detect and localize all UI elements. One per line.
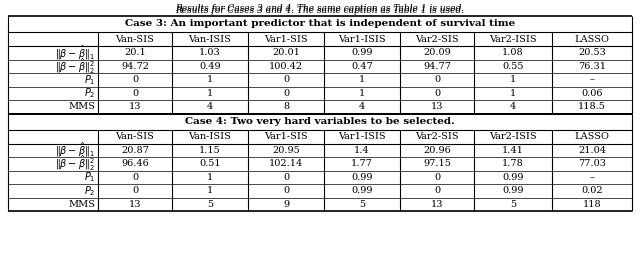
Text: Var1-SIS: Var1-SIS — [264, 34, 308, 44]
Text: Results for Cases 3 and 4. The same caption as Table 1 is used.: Results for Cases 3 and 4. The same capt… — [175, 4, 465, 13]
Text: 4: 4 — [207, 102, 213, 111]
Text: Var1-ISIS: Var1-ISIS — [338, 132, 386, 141]
Text: 1.77: 1.77 — [351, 159, 373, 168]
Text: 94.72: 94.72 — [121, 62, 149, 71]
Text: 1: 1 — [510, 75, 516, 84]
Text: 20.95: 20.95 — [272, 146, 300, 155]
Text: 97.15: 97.15 — [423, 159, 451, 168]
Text: 102.14: 102.14 — [269, 159, 303, 168]
Text: 1: 1 — [207, 186, 213, 195]
Text: 1: 1 — [207, 75, 213, 84]
Text: $P_1$: $P_1$ — [83, 170, 95, 184]
Text: 0: 0 — [283, 89, 289, 98]
Text: 20.09: 20.09 — [423, 48, 451, 57]
Text: 1: 1 — [359, 89, 365, 98]
Text: 5: 5 — [510, 200, 516, 209]
Text: Var2-ISIS: Var2-ISIS — [489, 34, 537, 44]
Text: Var1-SIS: Var1-SIS — [264, 132, 308, 141]
Text: 1: 1 — [207, 173, 213, 182]
Text: $\|\beta - \hat{\beta}\|_2^2$: $\|\beta - \hat{\beta}\|_2^2$ — [55, 57, 95, 76]
Text: $\|\beta - \hat{\beta}\|_1$: $\|\beta - \hat{\beta}\|_1$ — [55, 44, 95, 62]
Text: 5: 5 — [207, 200, 213, 209]
Text: 1.15: 1.15 — [199, 146, 221, 155]
Text: 20.1: 20.1 — [124, 48, 146, 57]
Text: 100.42: 100.42 — [269, 62, 303, 71]
Text: 5: 5 — [359, 200, 365, 209]
Text: 13: 13 — [129, 102, 141, 111]
Text: Case 3: An important predictor that is independent of survival time: Case 3: An important predictor that is i… — [125, 19, 515, 29]
Text: 0: 0 — [283, 75, 289, 84]
Text: 13: 13 — [129, 200, 141, 209]
Text: 96.46: 96.46 — [121, 159, 149, 168]
Text: LASSO: LASSO — [575, 132, 609, 141]
Text: 9: 9 — [283, 200, 289, 209]
Text: 0: 0 — [132, 186, 138, 195]
Text: –: – — [589, 173, 595, 182]
Text: 118: 118 — [582, 200, 602, 209]
Text: 0: 0 — [434, 75, 440, 84]
Text: Results for Cases 3 and 4. The same caption as Table 1 is used.: Results for Cases 3 and 4. The same capt… — [175, 6, 465, 15]
Text: $\|\beta - \hat{\beta}\|_2^2$: $\|\beta - \hat{\beta}\|_2^2$ — [55, 154, 95, 173]
Text: 0.02: 0.02 — [581, 186, 603, 195]
Text: Case 4: Two very hard variables to be selected.: Case 4: Two very hard variables to be se… — [185, 117, 455, 126]
Text: Van-ISIS: Van-ISIS — [189, 34, 232, 44]
Text: 0.99: 0.99 — [351, 186, 372, 195]
Text: 0: 0 — [434, 89, 440, 98]
Text: 20.53: 20.53 — [578, 48, 606, 57]
Text: –: – — [589, 75, 595, 84]
Text: $P_2$: $P_2$ — [84, 184, 95, 198]
Text: 13: 13 — [431, 102, 444, 111]
Text: 0: 0 — [132, 89, 138, 98]
Text: 0.49: 0.49 — [199, 62, 221, 71]
Text: 0: 0 — [283, 186, 289, 195]
Text: 0: 0 — [283, 173, 289, 182]
Text: 20.01: 20.01 — [272, 48, 300, 57]
Text: 0.99: 0.99 — [502, 173, 524, 182]
Text: 21.04: 21.04 — [578, 146, 606, 155]
Text: 0.99: 0.99 — [351, 48, 372, 57]
Text: 1: 1 — [510, 89, 516, 98]
Text: Var2-SIS: Var2-SIS — [415, 132, 459, 141]
Text: $\|\beta - \hat{\beta}\|_1$: $\|\beta - \hat{\beta}\|_1$ — [55, 141, 95, 159]
Text: 0: 0 — [434, 173, 440, 182]
Text: 4: 4 — [359, 102, 365, 111]
Text: Van-SIS: Van-SIS — [116, 34, 154, 44]
Text: 118.5: 118.5 — [578, 102, 606, 111]
Text: 1.4: 1.4 — [354, 146, 370, 155]
Text: 13: 13 — [431, 200, 444, 209]
Text: LASSO: LASSO — [575, 34, 609, 44]
Text: 20.87: 20.87 — [121, 146, 149, 155]
Text: Var1-ISIS: Var1-ISIS — [338, 34, 386, 44]
Text: 0.99: 0.99 — [502, 186, 524, 195]
Text: MMS: MMS — [68, 102, 95, 111]
Text: 94.77: 94.77 — [423, 62, 451, 71]
Text: 4: 4 — [510, 102, 516, 111]
Text: 0.06: 0.06 — [581, 89, 603, 98]
Text: 0.55: 0.55 — [502, 62, 524, 71]
Text: 0.47: 0.47 — [351, 62, 373, 71]
Text: 77.03: 77.03 — [578, 159, 606, 168]
Text: Var2-ISIS: Var2-ISIS — [489, 132, 537, 141]
Text: 1: 1 — [207, 89, 213, 98]
Text: 0: 0 — [132, 75, 138, 84]
Text: 1: 1 — [359, 75, 365, 84]
Text: 0: 0 — [434, 186, 440, 195]
Text: $P_2$: $P_2$ — [84, 86, 95, 100]
Text: 8: 8 — [283, 102, 289, 111]
Text: MMS: MMS — [68, 200, 95, 209]
Text: 1.78: 1.78 — [502, 159, 524, 168]
Text: Var2-SIS: Var2-SIS — [415, 34, 459, 44]
Text: 0.99: 0.99 — [351, 173, 372, 182]
Text: 0: 0 — [132, 173, 138, 182]
Text: 1.41: 1.41 — [502, 146, 524, 155]
Text: 20.96: 20.96 — [423, 146, 451, 155]
Text: Van-ISIS: Van-ISIS — [189, 132, 232, 141]
Text: 0.51: 0.51 — [199, 159, 221, 168]
Text: 76.31: 76.31 — [578, 62, 606, 71]
Text: Van-SIS: Van-SIS — [116, 132, 154, 141]
Text: 1.08: 1.08 — [502, 48, 524, 57]
Text: 1.03: 1.03 — [199, 48, 221, 57]
Text: $P_1$: $P_1$ — [83, 73, 95, 87]
